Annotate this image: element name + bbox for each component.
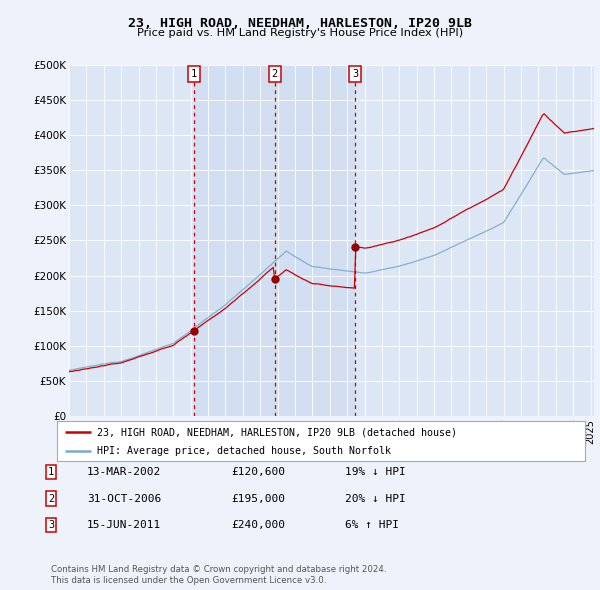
Text: 23, HIGH ROAD, NEEDHAM, HARLESTON, IP20 9LB (detached house): 23, HIGH ROAD, NEEDHAM, HARLESTON, IP20 … bbox=[97, 427, 457, 437]
Text: 15-JUN-2011: 15-JUN-2011 bbox=[87, 520, 161, 530]
Text: 3: 3 bbox=[48, 520, 54, 530]
Text: 3: 3 bbox=[352, 69, 358, 79]
Text: 2: 2 bbox=[48, 494, 54, 503]
Text: 23, HIGH ROAD, NEEDHAM, HARLESTON, IP20 9LB: 23, HIGH ROAD, NEEDHAM, HARLESTON, IP20 … bbox=[128, 17, 472, 30]
Text: 6% ↑ HPI: 6% ↑ HPI bbox=[345, 520, 399, 530]
Text: Contains HM Land Registry data © Crown copyright and database right 2024.: Contains HM Land Registry data © Crown c… bbox=[51, 565, 386, 575]
Text: HPI: Average price, detached house, South Norfolk: HPI: Average price, detached house, Sout… bbox=[97, 445, 391, 455]
Bar bbox=[194, 65, 275, 416]
Text: 13-MAR-2002: 13-MAR-2002 bbox=[87, 467, 161, 477]
Text: 19% ↓ HPI: 19% ↓ HPI bbox=[345, 467, 406, 477]
Text: £240,000: £240,000 bbox=[231, 520, 285, 530]
Text: £120,600: £120,600 bbox=[231, 467, 285, 477]
Bar bbox=[275, 65, 355, 416]
Text: 2: 2 bbox=[272, 69, 278, 79]
Text: Price paid vs. HM Land Registry's House Price Index (HPI): Price paid vs. HM Land Registry's House … bbox=[137, 28, 463, 38]
Text: 31-OCT-2006: 31-OCT-2006 bbox=[87, 494, 161, 503]
Text: 1: 1 bbox=[191, 69, 197, 79]
Text: £195,000: £195,000 bbox=[231, 494, 285, 503]
Text: This data is licensed under the Open Government Licence v3.0.: This data is licensed under the Open Gov… bbox=[51, 576, 326, 585]
Text: 20% ↓ HPI: 20% ↓ HPI bbox=[345, 494, 406, 503]
Text: 1: 1 bbox=[48, 467, 54, 477]
